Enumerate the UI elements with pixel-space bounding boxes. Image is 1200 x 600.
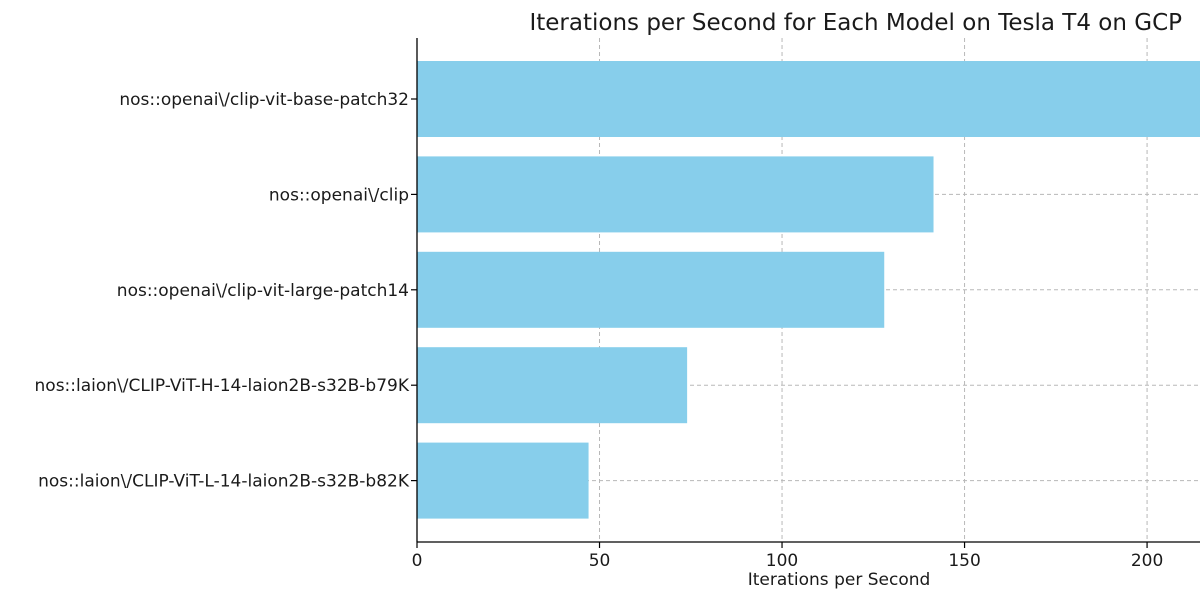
y-category-label-0: nos::openai\/clip-vit-base-patch32 [119, 90, 409, 110]
x-axis-ticks: 0 50 100 150 200 [412, 542, 1163, 571]
x-tick-label-3: 150 [948, 551, 980, 571]
x-tick-label-0: 0 [412, 551, 423, 571]
y-category-label-1: nos::openai\/clip [269, 185, 409, 205]
bar-4 [417, 442, 589, 519]
x-axis-title: Iterations per Second [748, 570, 931, 590]
y-category-label-2: nos::openai\/clip-vit-large-patch14 [117, 281, 409, 301]
bar-1 [417, 156, 934, 233]
y-category-label-3: nos::laion\/CLIP-ViT-H-14-laion2B-s32B-b… [35, 376, 410, 396]
bar-0 [417, 61, 1200, 137]
x-tick-label-4: 200 [1131, 551, 1163, 571]
chart-title: Iterations per Second for Each Model on … [529, 10, 1182, 36]
y-category-label-4: nos::laion\/CLIP-ViT-L-14-laion2B-s32B-b… [38, 472, 410, 492]
y-axis-category-labels: nos::openai\/clip-vit-base-patch32nos::o… [35, 90, 417, 492]
bar-2 [417, 251, 885, 328]
x-tick-label-2: 100 [766, 551, 798, 571]
bar-3 [417, 347, 688, 424]
x-tick-label-1: 50 [589, 551, 611, 571]
bars [417, 61, 1200, 519]
